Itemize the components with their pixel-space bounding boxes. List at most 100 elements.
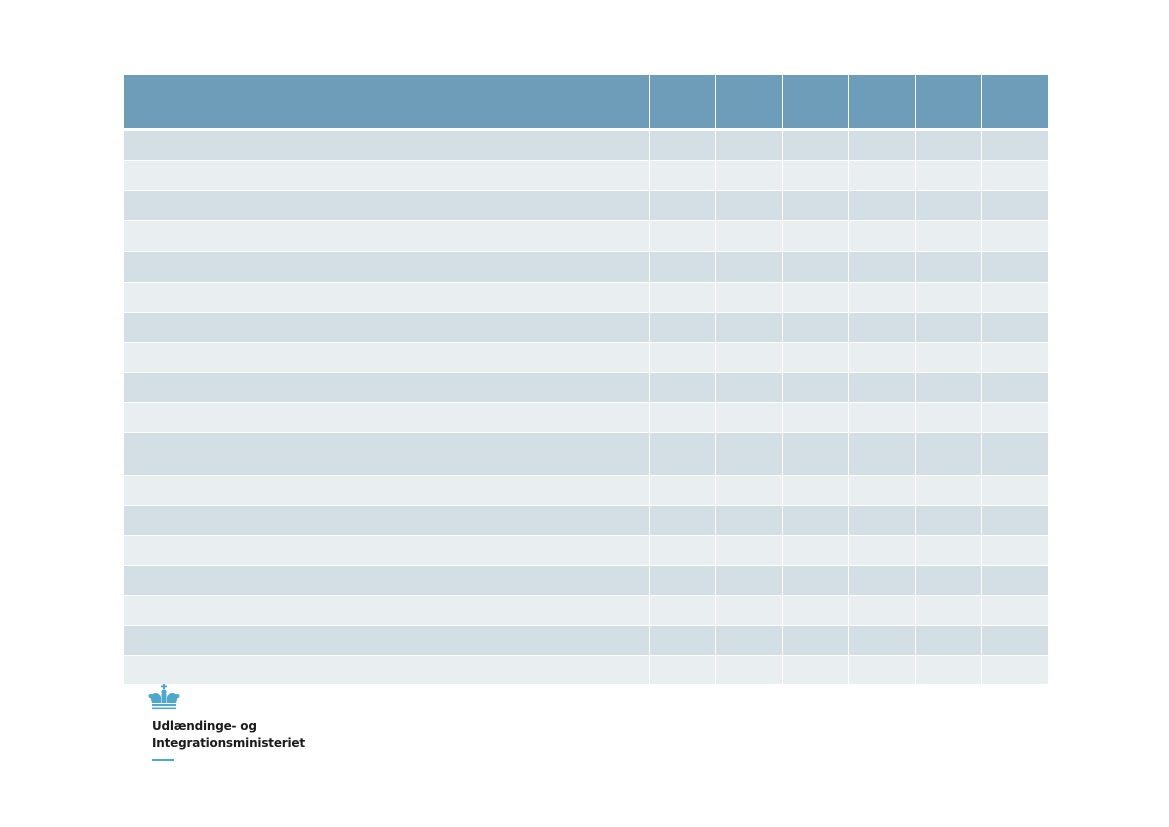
table-cell: [916, 656, 981, 684]
table-cell: [783, 131, 848, 160]
table-cell: [916, 191, 981, 220]
table-cell: [783, 596, 848, 625]
table-cell: [716, 566, 782, 595]
table-cell: [650, 403, 715, 432]
table-cell: [716, 252, 782, 282]
table-cell: [982, 161, 1048, 190]
table-cell: [916, 161, 981, 190]
table-cell: [783, 656, 848, 684]
table-cell: [716, 131, 782, 160]
table-cell: [783, 536, 848, 565]
table-cell: [124, 161, 649, 190]
crown-icon: [148, 684, 180, 710]
table-cell: [849, 506, 915, 535]
table-cell: [849, 283, 915, 312]
table-cell: [783, 343, 848, 372]
table-cell: [982, 191, 1048, 220]
table-cell: [716, 403, 782, 432]
table-cell: [650, 131, 715, 160]
table-cell: [650, 191, 715, 220]
table-cell: [124, 373, 649, 402]
table-cell: [716, 476, 782, 505]
table-cell: [124, 403, 649, 432]
table-cell: [716, 596, 782, 625]
table-cell: [124, 626, 649, 655]
table-cell: [849, 221, 915, 251]
table-cell: [982, 221, 1048, 251]
table-cell: [916, 221, 981, 251]
table-cell: [916, 476, 981, 505]
header-cell: [650, 75, 715, 128]
table-cell: [716, 191, 782, 220]
table-cell: [783, 221, 848, 251]
table-cell: [650, 536, 715, 565]
table-cell: [982, 536, 1048, 565]
table-cell: [783, 433, 848, 475]
logo-underline: [152, 759, 174, 761]
table-cell: [982, 403, 1048, 432]
table-cell: [716, 343, 782, 372]
table-cell: [916, 252, 981, 282]
table-cell: [783, 476, 848, 505]
table-cell: [124, 283, 649, 312]
table-cell: [124, 433, 649, 475]
table-cell: [849, 191, 915, 220]
table-cell: [849, 626, 915, 655]
table-cell: [716, 626, 782, 655]
table-cell: [124, 313, 649, 342]
table-cell: [982, 313, 1048, 342]
table-cell: [849, 476, 915, 505]
table-cell: [650, 161, 715, 190]
logo-text-line-2: Integrationsministeriet: [152, 736, 305, 750]
table-cell: [650, 656, 715, 684]
table-cell: [716, 161, 782, 190]
ministry-logo: Udlændinge- og Integrationsministeriet: [148, 684, 348, 764]
table-cell: [982, 566, 1048, 595]
table-cell: [849, 403, 915, 432]
table-cell: [916, 313, 981, 342]
table-cell: [982, 373, 1048, 402]
table-cell: [982, 476, 1048, 505]
table-cell: [916, 343, 981, 372]
table-cell: [650, 506, 715, 535]
table-cell: [124, 343, 649, 372]
table-cell: [124, 656, 649, 684]
table-cell: [849, 566, 915, 595]
table-cell: [124, 252, 649, 282]
header-cell: [916, 75, 981, 128]
header-cell: [124, 75, 649, 128]
table-cell: [916, 433, 981, 475]
table-cell: [716, 283, 782, 312]
table-cell: [650, 221, 715, 251]
table-cell: [650, 373, 715, 402]
table-cell: [783, 506, 848, 535]
table-cell: [849, 536, 915, 565]
header-cell: [982, 75, 1048, 128]
table-cell: [783, 252, 848, 282]
table-cell: [650, 283, 715, 312]
table-cell: [716, 433, 782, 475]
table-cell: [716, 536, 782, 565]
table-cell: [849, 252, 915, 282]
table-cell: [982, 283, 1048, 312]
table-cell: [849, 343, 915, 372]
table-cell: [783, 373, 848, 402]
table-cell: [982, 252, 1048, 282]
table-cell: [783, 403, 848, 432]
table-cell: [982, 596, 1048, 625]
table-cell: [650, 566, 715, 595]
table-cell: [124, 131, 649, 160]
table-cell: [916, 566, 981, 595]
table-cell: [783, 191, 848, 220]
table-cell: [124, 596, 649, 625]
table-cell: [916, 536, 981, 565]
table-cell: [982, 343, 1048, 372]
table-cell: [916, 626, 981, 655]
table-cell: [849, 131, 915, 160]
table-cell: [716, 221, 782, 251]
table-cell: [916, 596, 981, 625]
logo-text-line-1: Udlændinge- og: [152, 719, 257, 733]
table-cell: [982, 626, 1048, 655]
table-cell: [849, 433, 915, 475]
